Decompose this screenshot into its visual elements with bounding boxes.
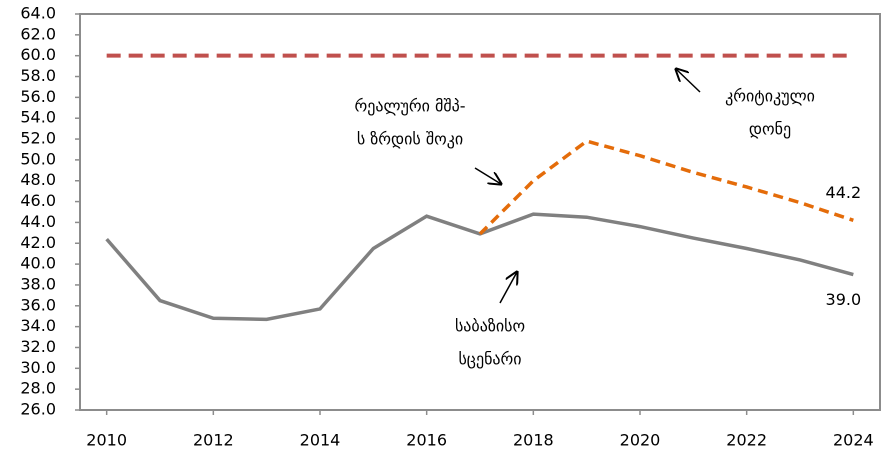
y-tick-label: 64.0 [20, 4, 56, 23]
arrow [676, 69, 701, 93]
y-tick-label: 62.0 [20, 24, 56, 43]
y-tick-label: 42.0 [20, 233, 56, 252]
data-label: 39.0 [826, 290, 862, 309]
y-tick-label: 40.0 [20, 254, 56, 273]
x-tick-label: 2012 [193, 431, 234, 450]
series-line [105, 212, 854, 322]
y-tick-label: 30.0 [20, 358, 56, 377]
annotation: რეალური მშპ- [354, 97, 465, 116]
y-tick-label: 26.0 [20, 400, 56, 419]
annotation: კრიტიკული [725, 87, 815, 106]
data-label: 44.2 [826, 183, 862, 202]
y-tick-label: 54.0 [20, 108, 56, 127]
annotation: ს ზრდის შოკი [357, 130, 463, 149]
y-tick-label: 52.0 [20, 129, 56, 148]
y-tick-label: 32.0 [20, 337, 56, 356]
y-tick-label: 50.0 [20, 149, 56, 168]
y-tick-label: 28.0 [20, 379, 56, 398]
x-tick-label: 2014 [300, 431, 341, 450]
x-tick-label: 2010 [86, 431, 127, 450]
plot-frame [79, 13, 881, 411]
y-tick-label: 34.0 [20, 316, 56, 335]
annotation: საბაზისო [455, 317, 525, 336]
y-tick-label: 58.0 [20, 66, 56, 85]
x-tick-label: 2024 [833, 431, 874, 450]
y-tick-label: 48.0 [20, 170, 56, 189]
y-tick-label: 60.0 [20, 45, 56, 64]
y-tick-label: 36.0 [20, 295, 56, 314]
x-tick-label: 2022 [726, 431, 767, 450]
x-tick-label: 2016 [406, 431, 447, 450]
y-tick-label: 56.0 [20, 87, 56, 106]
y-tick-label: 44.0 [20, 212, 56, 231]
series-line [478, 139, 854, 236]
x-tick-label: 2020 [620, 431, 661, 450]
y-tick-label: 46.0 [20, 191, 56, 210]
y-tick-label: 38.0 [20, 274, 56, 293]
annotation: სცენარი [458, 350, 521, 369]
annotation: დონე [749, 120, 791, 139]
x-tick-label: 2018 [513, 431, 554, 450]
arrow [474, 167, 501, 184]
arrow [499, 272, 517, 304]
